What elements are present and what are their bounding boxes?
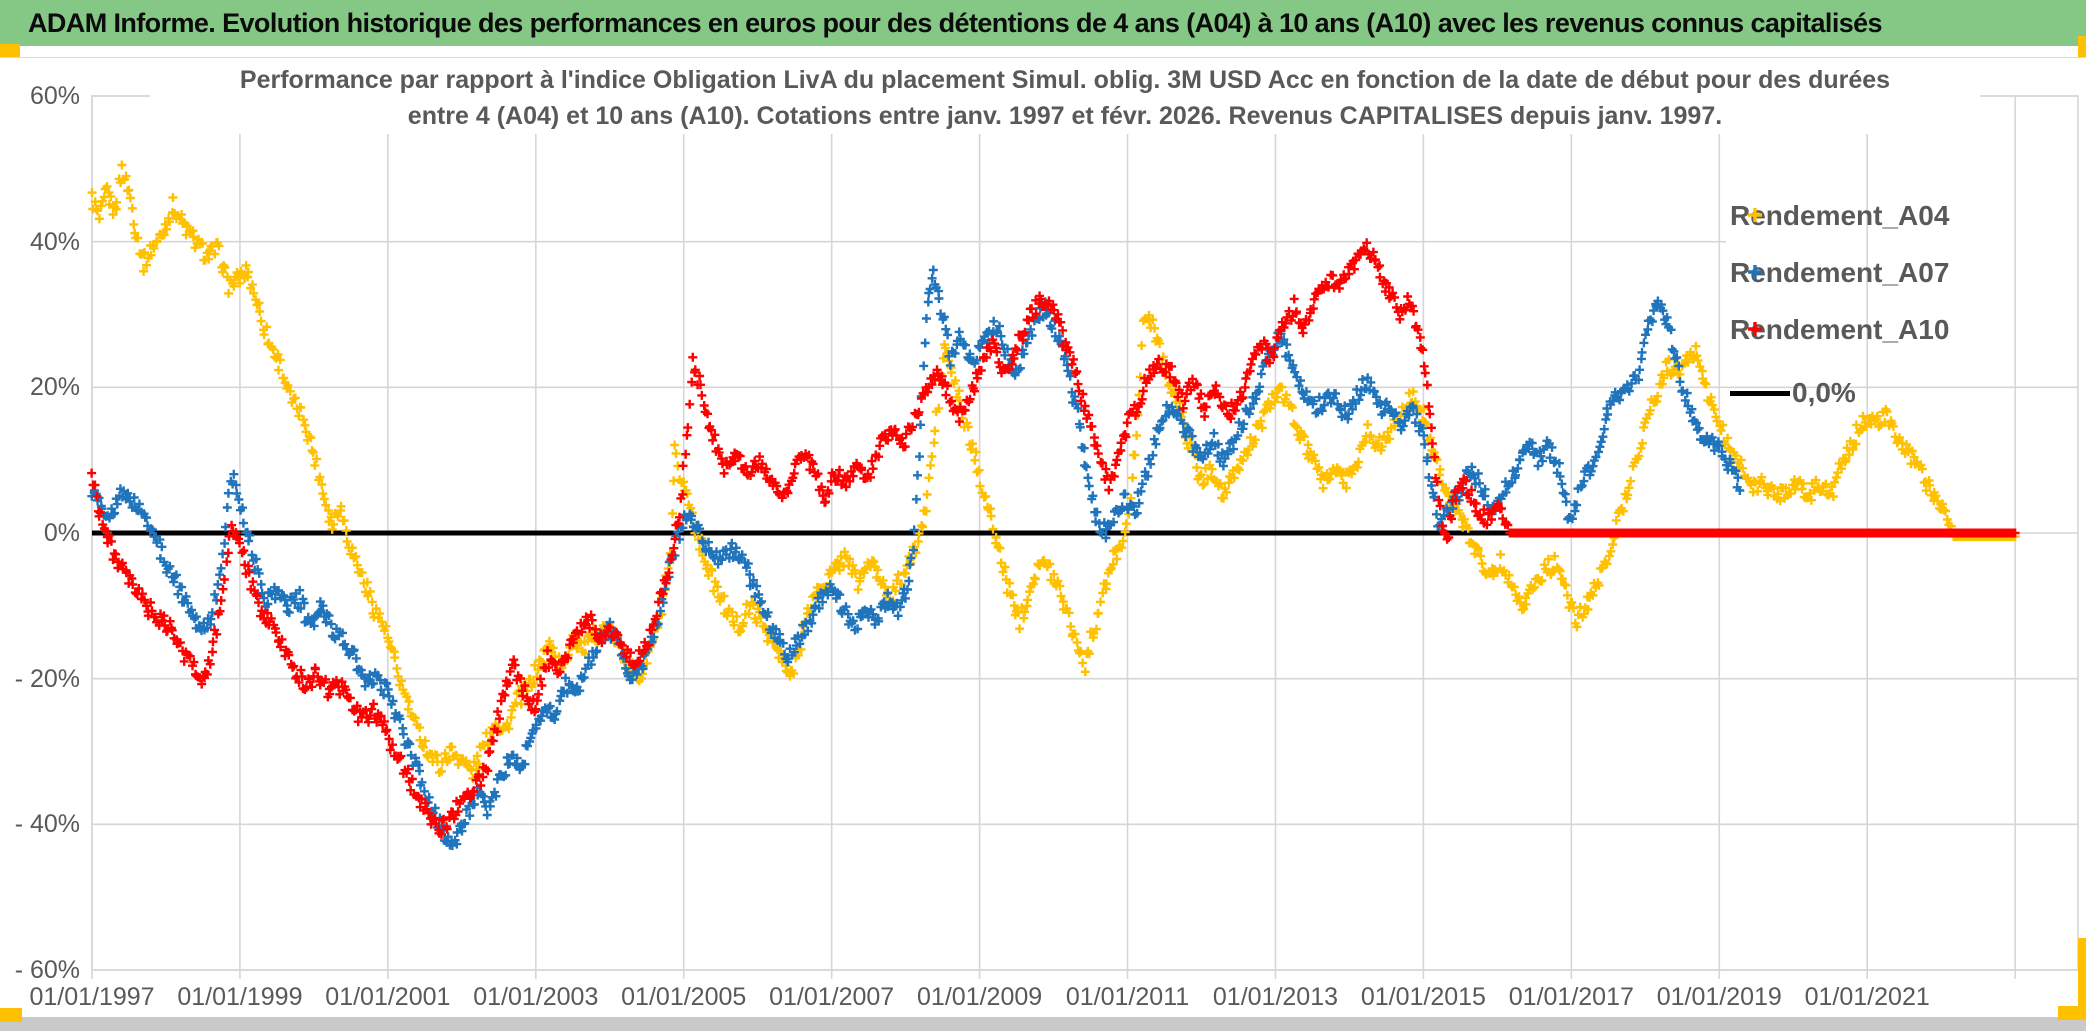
x-tick-label: 01/01/1997 [29,983,155,1011]
legend-item-rendement-a07[interactable]: Rendement_A07 [1730,257,1949,289]
x-tick-label: 01/01/2009 [917,983,1043,1011]
legend-item-label: 0,0% [1792,377,1856,408]
legend-plus-marker-icon [1748,208,1762,222]
chart-title: Performance par rapport à l'indice Oblig… [150,62,1980,134]
header-divider [0,57,2086,58]
y-tick-label: 40% [29,227,80,256]
legend-item-label: Rendement_A07 [1730,257,1950,288]
y-tick-label: - 60% [14,956,80,984]
legend-item-label: Rendement_A10 [1730,314,1950,345]
y-tick-label: - 40% [14,810,80,839]
x-tick-label: 01/01/2017 [1508,983,1634,1011]
legend-item-rendement-a10[interactable]: Rendement_A10 [1730,314,1949,346]
gold-accent-top-left [0,44,20,57]
y-tick-label: 0% [43,519,80,547]
legend-item-0-0-[interactable]: 0,0% [1730,377,1856,409]
y-tick-label: 20% [29,373,80,402]
legend-plus-marker-icon [1748,322,1762,336]
legend-line-marker-icon [1730,390,1790,396]
footer-strip [0,1017,2086,1031]
x-tick-label: 01/01/2013 [1212,983,1339,1011]
gold-accent-bottom-left [0,1008,22,1022]
x-tick-label: 01/01/2021 [1804,983,1930,1011]
gold-accent-right [2078,938,2086,1010]
gold-accent-top-right [2078,36,2086,57]
series-rendement-a10[interactable] [87,238,2020,839]
header-bar: ADAM Informe. Evolution historique des p… [0,0,2086,46]
y-tick-label: - 20% [14,664,80,693]
x-tick-label: 01/01/2001 [325,983,451,1011]
chart-title-line2: entre 4 (A04) et 10 ans (A10). Cotations… [407,102,1723,130]
y-tick-label: 60% [29,82,80,110]
x-tick-label: 01/01/1999 [177,983,303,1011]
x-tick-label: 01/01/2003 [473,983,599,1011]
chart-title-line1: Performance par rapport à l'indice Oblig… [239,66,1891,94]
page-title: ADAM Informe. Evolution historique des p… [28,7,1883,38]
x-tick-label: 01/01/2007 [769,983,895,1011]
legend-item-rendement-a04[interactable]: Rendement_A04 [1730,200,1949,232]
x-tick-label: 01/01/2011 [1065,983,1190,1011]
x-tick-label: 01/01/2019 [1656,983,1782,1011]
legend-item-label: Rendement_A04 [1730,200,1950,231]
x-tick-label: 01/01/2005 [621,983,747,1011]
gold-accent-bottom-right [2058,1006,2086,1020]
series-rendement-a07[interactable] [87,265,1745,851]
x-tick-label: 01/01/2015 [1360,983,1486,1011]
legend-plus-marker-icon [1748,265,1762,279]
